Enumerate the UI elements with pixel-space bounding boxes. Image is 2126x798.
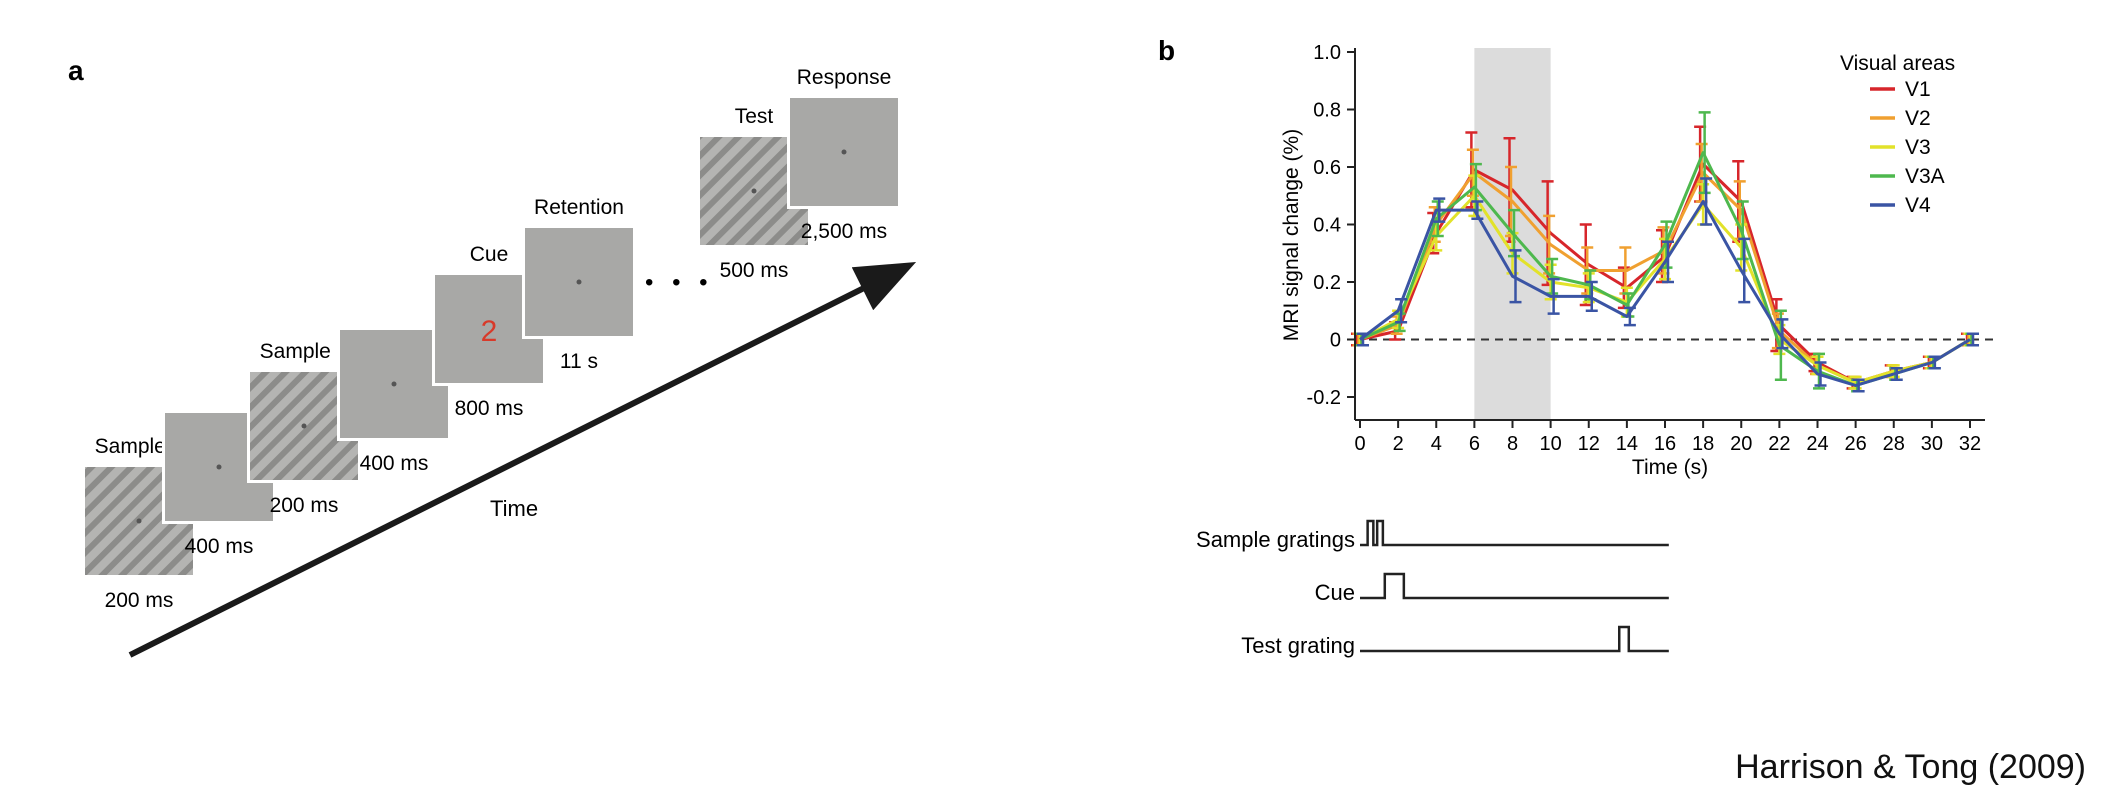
x-tick-label: 0 (1354, 433, 1365, 455)
screen-duration: 500 ms (720, 259, 789, 282)
citation: Harrison & Tong (2009) (1735, 748, 2086, 786)
timecourse-row: Sample gratings (1196, 519, 1669, 552)
ellipsis-dots: • • • (645, 269, 714, 296)
timecourse-label: Test grating (1241, 633, 1355, 658)
timecourse-label: Cue (1315, 580, 1355, 605)
timecourse-row: Cue (1315, 572, 1669, 605)
screen-duration: 800 ms (455, 397, 524, 420)
timecourse-trace (1360, 519, 1669, 547)
stimulus-screen: Response 2,500 ms (787, 66, 901, 243)
screen-label: Response (797, 66, 892, 89)
series-v1 (1351, 125, 1973, 390)
legend: Visual areas V1 V2 V3 V3A V4 (1840, 52, 1955, 217)
x-tick-label: 8 (1507, 433, 1518, 455)
fixation-dot (301, 423, 307, 429)
y-tick-label: 0.6 (1313, 157, 1341, 179)
fmri-line-chart: -0.200.20.40.60.81.00 2 4 6 8 10 12 14 16 18 20 22 2… (1280, 42, 1995, 479)
x-tick-label: 26 (1845, 433, 1867, 455)
x-tick-label: 12 (1578, 433, 1600, 455)
x-tick-label: 14 (1616, 433, 1638, 455)
timecourse-label: Sample gratings (1196, 527, 1355, 552)
stimulus-timecourses: Sample gratings Cue Test grating (1196, 519, 1669, 658)
x-tick-label: 10 (1540, 433, 1562, 455)
legend-entry: V3A (1905, 165, 1945, 188)
screen-label: Retention (534, 196, 624, 219)
x-axis-label: Time (s) (1632, 456, 1708, 479)
y-tick-label: 0.4 (1313, 215, 1341, 237)
screen-duration: 11 s (560, 350, 598, 373)
screen-label: Test (735, 105, 774, 128)
fixation-dot (576, 279, 582, 285)
screen-duration: 400 ms (185, 535, 254, 558)
x-tick-label: 18 (1692, 433, 1714, 455)
series-v4 (1357, 177, 1979, 393)
y-tick-label: -0.2 (1307, 387, 1341, 409)
x-tick-label: 2 (1393, 433, 1404, 455)
fixation-dot (136, 518, 142, 524)
x-tick-label: 30 (1921, 433, 1943, 455)
screen-label: Sample 2 (260, 340, 349, 363)
legend-title: Visual areas (1840, 52, 1955, 75)
time-arrow (128, 261, 917, 658)
panel-b-fmri-timecourse: b -0.200.20.40.60.81.00 2 4 6 8 10 12 14 16 18 20 2… (1158, 35, 1995, 658)
fixation-dot (391, 381, 397, 387)
legend-entry: V3 (1905, 136, 1931, 159)
y-axis-label: MRI signal change (%) (1280, 129, 1303, 341)
y-tick-label: 1.0 (1313, 42, 1341, 64)
timecourse-trace (1360, 572, 1669, 600)
y-tick-label: 0.8 (1313, 100, 1341, 122)
panel-b-letter: b (1158, 35, 1175, 66)
x-tick-label: 4 (1431, 433, 1442, 455)
x-tick-label: 16 (1654, 433, 1676, 455)
y-tick-label: 0 (1330, 330, 1341, 352)
screen-label: Cue (470, 243, 509, 266)
timecourse-trace (1360, 625, 1669, 653)
screen-label: Sample 1 (95, 435, 184, 458)
x-tick-label: 32 (1959, 433, 1981, 455)
series-v3a (1355, 111, 1978, 393)
screen-duration: 200 ms (270, 494, 339, 517)
fixation-dot (841, 149, 847, 155)
panel-a-letter: a (68, 55, 84, 86)
y-tick-label: 0.2 (1313, 272, 1341, 294)
x-tick-label: 6 (1469, 433, 1480, 455)
legend-entry: V1 (1905, 78, 1931, 101)
x-tick-label: 22 (1768, 433, 1790, 455)
axes-layer: -0.200.20.40.60.81.00 2 4 6 8 10 12 14 16 18 20 22 2… (1307, 42, 1985, 455)
legend-entry: V4 (1905, 194, 1931, 217)
x-tick-label: 28 (1883, 433, 1905, 455)
legend-entry: V2 (1905, 107, 1931, 130)
x-tick-label: 24 (1806, 433, 1828, 455)
timecourse-row: Test grating (1241, 625, 1669, 658)
x-tick-label: 20 (1730, 433, 1752, 455)
series-layer (1351, 111, 1979, 393)
screen-duration: 400 ms (360, 452, 429, 475)
fixation-dot (216, 464, 222, 470)
cue-number: 2 (481, 315, 498, 348)
series-line (1359, 194, 1971, 385)
screen-duration: 200 ms (105, 589, 174, 612)
screen-duration: 2,500 ms (801, 220, 887, 243)
stimulus-screens: Sample 1 200 ms 400 ms Sample 2 200 ms 400 ms… (82, 66, 901, 612)
time-label: Time (490, 496, 538, 521)
fixation-dot (751, 188, 757, 194)
series-line (1359, 200, 1971, 387)
stimulus-screen: Retention 11 s (522, 196, 636, 373)
